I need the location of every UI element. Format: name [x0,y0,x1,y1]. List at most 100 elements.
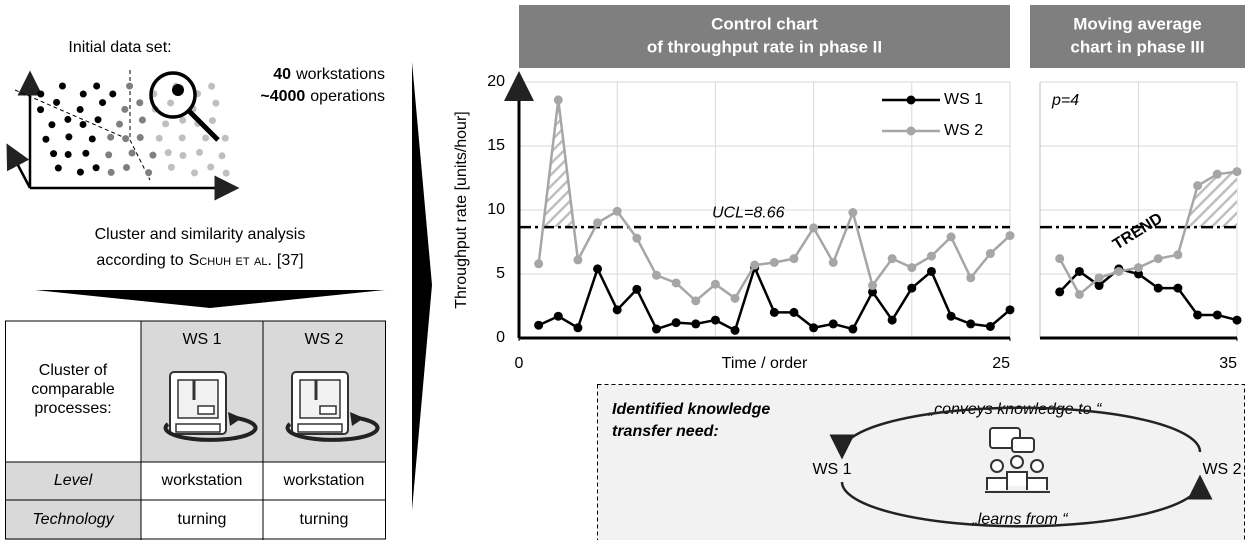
column-header: WS 1 [182,331,221,348]
dot [207,163,215,171]
dot [107,168,115,176]
chart-title: chart in phase III [1070,37,1204,56]
legend-marker [906,126,916,136]
data-point [769,307,779,317]
cluster-illustration [6,70,240,201]
data-point [985,321,995,331]
dot [76,106,84,114]
dot [116,120,124,128]
data-point [710,315,720,325]
dot [138,116,146,124]
data-point [1193,181,1203,191]
dot [65,133,73,141]
data-point [946,311,956,321]
data-point [1114,266,1124,276]
dot [178,134,186,142]
dot [172,84,184,96]
dot [50,150,58,158]
dot [99,99,107,107]
data-point [671,278,681,288]
hatch-area [1177,171,1237,228]
data-point [1193,310,1203,320]
dot [42,135,50,143]
data-point [1005,305,1015,315]
data-point [573,323,583,333]
y-tick-label: 20 [487,73,505,90]
dot [136,134,144,142]
cell: workstation [283,472,365,489]
method: according to Schuh et al. [37] [96,252,303,269]
y-tick-label: 15 [487,137,505,154]
dot [164,149,172,157]
method: Cluster and similarity analysis [95,226,306,243]
table-corner: Cluster of [39,362,108,379]
dot [92,164,100,172]
data-point [1173,250,1183,260]
data-point [632,233,642,243]
series-line [1058,170,1238,297]
y-tick-label: 5 [496,265,505,282]
title-box [1030,5,1245,68]
dot [136,99,144,107]
dot [202,134,210,142]
data-point [553,95,563,105]
data-point [848,324,858,334]
dot [88,135,96,143]
table-corner: processes: [34,400,111,417]
stat-label: workstations [295,66,385,83]
dot [79,120,87,128]
dot [94,116,102,124]
series-line [538,264,1011,333]
dot [167,163,175,171]
data-point [1134,269,1143,279]
data-point [907,263,917,273]
row-label: Technology [32,511,114,528]
data-point [926,251,936,261]
dot [37,106,45,114]
transfer-to: WS 2 [1202,461,1241,478]
cell: turning [178,511,227,528]
data-point [789,307,799,317]
chart-title: of throughput rate in phase II [647,37,882,56]
dot [212,99,220,107]
data-point [1055,287,1065,297]
dot [145,169,153,177]
stat: ~4000 operations [260,88,385,105]
data-point [966,319,976,329]
stat: 40 workstations [273,66,385,83]
dot [218,152,226,160]
dot [122,135,130,143]
data-point [809,223,819,233]
dot [105,151,113,159]
intro: Initial data set: [68,39,171,56]
cell: turning [300,511,349,528]
y-axis-label: Throughput rate [units/hour] [453,111,470,308]
stat-label: operations [310,88,385,105]
data-point [828,319,838,329]
cell: workstation [161,472,243,489]
data-point [1153,283,1163,293]
data-point [887,254,897,264]
data-point [730,325,740,335]
dot [155,134,163,142]
data-point [691,319,701,329]
data-point [1232,315,1242,325]
dot [162,120,170,128]
data-point [809,323,819,333]
x-tick-label: 35 [1219,355,1237,372]
dot [54,164,62,172]
annotation: p=4 [1051,92,1079,109]
dot [128,149,136,157]
dot [37,90,45,98]
data-point [907,283,917,293]
data-point [553,311,563,321]
data-point [1212,169,1222,179]
data-point [868,281,878,291]
dot [48,121,56,129]
data-point [1074,289,1084,299]
transfer-arrow [829,406,1202,460]
dot [208,117,216,125]
transfer-from: WS 1 [812,461,851,478]
data-point [632,284,642,294]
data-point [1212,310,1222,320]
